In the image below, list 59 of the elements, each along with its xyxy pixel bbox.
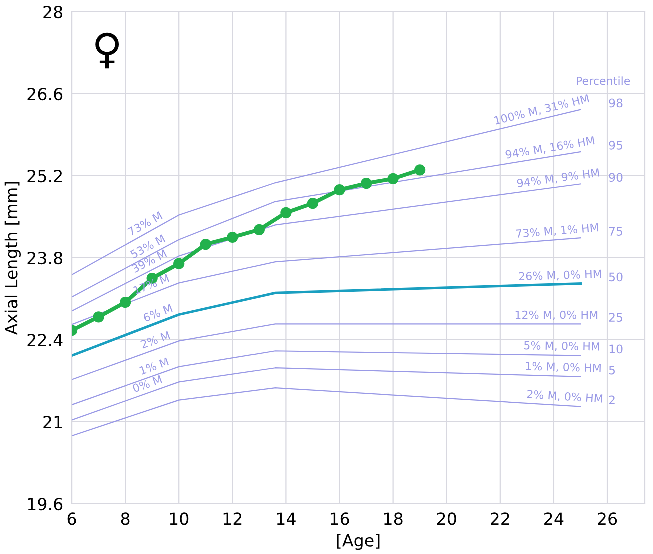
y-axis-title: Axial Length [mm] xyxy=(4,182,21,336)
text: 75 xyxy=(609,227,623,236)
annotation: 1% M, 0% HM xyxy=(526,362,601,374)
annotation: ♀ xyxy=(96,32,120,69)
x-tick-label: 14 xyxy=(277,512,296,525)
x-axis-title: [Age] xyxy=(337,534,380,550)
annotation: 6% M xyxy=(142,304,173,322)
text: 5 xyxy=(609,366,615,375)
legend-title: Percentile xyxy=(577,76,630,86)
annotation: 73% M, 1% HM xyxy=(516,223,599,240)
x-tick-label: 8 xyxy=(121,512,130,526)
point xyxy=(227,232,238,244)
point xyxy=(93,312,104,323)
text: 10 xyxy=(610,344,623,354)
x-tick-label: 16 xyxy=(330,512,350,526)
point xyxy=(307,198,319,210)
x-tick-label: 6 xyxy=(68,512,76,526)
line-series xyxy=(72,350,582,406)
x-tick-label: 10 xyxy=(170,512,189,526)
text: 25 xyxy=(609,313,623,322)
point xyxy=(334,184,346,196)
point xyxy=(280,207,292,218)
y-tick-label: 23.8 xyxy=(28,252,63,265)
point xyxy=(174,258,185,270)
text: 90 xyxy=(609,173,623,182)
x-tick-label: 12 xyxy=(224,512,242,525)
point xyxy=(414,164,426,176)
text: 95 xyxy=(609,140,623,150)
point xyxy=(388,173,399,184)
annotation: 17% M xyxy=(133,274,170,295)
point xyxy=(360,178,372,190)
x-tick-label: 20 xyxy=(437,512,456,526)
y-tick-label: 21 xyxy=(44,416,62,428)
annotation: 12% M, 0% HM xyxy=(516,310,598,320)
x-tick-label: 26 xyxy=(598,512,618,526)
y-tick-label: 22.4 xyxy=(28,334,63,346)
point xyxy=(120,296,132,308)
annotation: 26% M, 0% HM xyxy=(519,270,602,282)
annotation: 94% M, 16% HM xyxy=(505,136,595,160)
text: 50 xyxy=(609,272,623,282)
annotation: 2% M xyxy=(140,331,170,349)
y-tick-label: 28 xyxy=(44,6,63,19)
text: 98 xyxy=(609,98,623,108)
annotation: 1% M xyxy=(139,358,170,376)
y-tick-label: 26.6 xyxy=(28,88,63,101)
y-tick-label: 19.6 xyxy=(28,498,63,511)
annotation: 5% M, 0% HM xyxy=(524,341,600,352)
y-tick-label: 25.2 xyxy=(28,170,62,183)
x-tick-label: 24 xyxy=(544,512,564,525)
annotation: 100% M, 31% HM xyxy=(494,94,590,126)
point xyxy=(254,224,265,236)
annotation: 94% M, 9% HM xyxy=(516,168,600,189)
text: 2 xyxy=(609,396,615,404)
point xyxy=(200,238,212,250)
annotation: 2% M, 0% HM xyxy=(527,390,603,404)
annotation: 0% M xyxy=(132,375,162,393)
x-tick-label: 22 xyxy=(491,512,510,525)
annotation: 73% M xyxy=(127,212,163,236)
x-tick-label: 18 xyxy=(384,512,403,526)
